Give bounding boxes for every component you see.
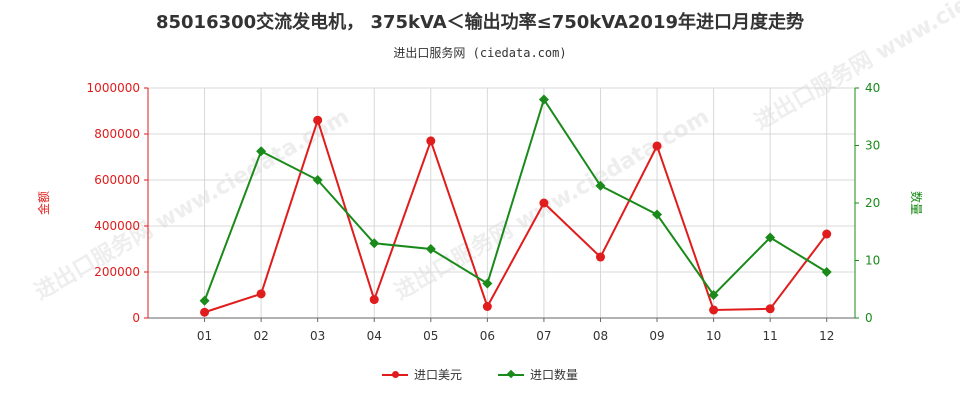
series-line-quantity [203, 97, 828, 302]
y-left-tick-label: 1000000 [87, 81, 140, 95]
x-tick-label: 12 [819, 329, 834, 343]
x-tick-label: 11 [763, 329, 778, 343]
data-point-amount [595, 252, 605, 262]
data-point-amount [482, 302, 492, 311]
data-point-amount [765, 304, 775, 314]
data-point-amount [313, 115, 323, 125]
data-point-quantity [652, 209, 663, 220]
y-right-tick-label: 10 [865, 254, 880, 268]
legend-amount-label: 进口美元 [413, 368, 462, 382]
series-line-amount [204, 116, 828, 314]
y-left-tick-label: 400000 [94, 219, 140, 233]
data-point-amount [200, 307, 210, 317]
y-right-tick-label: 30 [865, 139, 880, 153]
y-left-tick-label: 600000 [94, 173, 140, 187]
y-right-tick-label: 40 [865, 81, 880, 95]
data-point-quantity [538, 94, 549, 105]
legend-amount-swatch [381, 370, 408, 378]
x-tick-label: 03 [310, 329, 325, 343]
y-left-tick-label: 0 [132, 311, 140, 325]
data-point-amount [426, 136, 436, 146]
series [199, 94, 832, 317]
grid [147, 87, 856, 319]
data-point-amount [539, 198, 549, 208]
y-right-tick-label: 0 [865, 311, 873, 325]
data-point-quantity [821, 267, 832, 277]
x-tick-label: 09 [649, 329, 664, 343]
legend-quantity-swatch [498, 369, 524, 378]
data-point-quantity [312, 175, 323, 185]
y-left-tick-label: 200000 [94, 265, 140, 279]
plot-frame [147, 87, 856, 319]
y-left-axis-label: 金额 [36, 191, 51, 215]
data-point-amount [822, 229, 832, 239]
data-point-quantity [708, 290, 719, 300]
data-point-amount [652, 141, 662, 151]
x-tick-label: 07 [536, 329, 551, 343]
data-point-quantity [199, 295, 210, 306]
chart-subtitle: 进出口服务网 (ciedata.com) [393, 46, 567, 60]
x-tick-label: 05 [423, 329, 438, 343]
data-point-quantity [256, 146, 267, 157]
x-tick-label: 02 [253, 329, 268, 343]
y-right-tick-label: 20 [865, 196, 880, 210]
data-point-amount [709, 305, 719, 315]
legend-quantity-label: 进口数量 [530, 368, 579, 382]
x-tick-label: 06 [480, 329, 495, 343]
y-right-axis-label: 数量 [909, 191, 924, 215]
data-point-amount [369, 295, 379, 305]
x-tick-label: 08 [593, 329, 608, 343]
x-tick-label: 10 [706, 329, 721, 343]
data-point-quantity [765, 232, 776, 243]
legend: 进口美元 进口数量 [0, 366, 960, 383]
data-point-quantity [482, 278, 493, 289]
legend-item-amount[interactable]: 进口美元 [381, 366, 462, 383]
axes: 0200000400000600000800000100000001020304… [36, 81, 924, 343]
data-point-amount [256, 289, 266, 299]
data-point-quantity [595, 180, 606, 191]
legend-item-quantity[interactable]: 进口数量 [498, 366, 578, 383]
x-tick-label: 04 [367, 329, 382, 343]
y-left-tick-label: 800000 [94, 127, 140, 141]
data-point-quantity [425, 244, 436, 254]
data-point-quantity [369, 238, 380, 249]
chart-title: 85016300交流发电机， 375kVA＜输出功率≤750kVA2019年进口… [155, 12, 804, 33]
x-tick-label: 01 [197, 329, 212, 343]
